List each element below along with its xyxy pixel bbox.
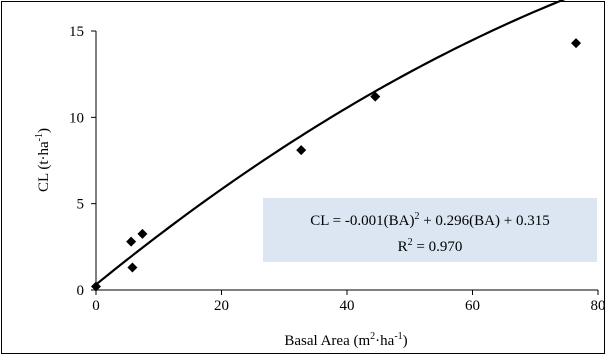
y-tick-label: 10 (69, 110, 84, 126)
x-tick-label: 0 (92, 298, 100, 314)
y-tick-label: 15 (69, 24, 84, 40)
x-tick-label: 60 (465, 298, 480, 314)
data-point (571, 38, 582, 49)
x-axis-title: Basal Area (m2·ha-1) (284, 331, 407, 349)
y-tick-label: 0 (77, 283, 85, 299)
equation-line-2: R2 = 0.970 (398, 237, 463, 255)
equation-box (263, 198, 597, 262)
equation-line-1: CL = -0.001(BA)2 + 0.296(BA) + 0.315 (310, 211, 549, 229)
data-point (296, 145, 307, 156)
x-tick-label: 20 (214, 298, 229, 314)
data-point (137, 228, 148, 239)
x-tick-label: 40 (340, 298, 355, 314)
data-point (127, 262, 138, 273)
data-point (91, 281, 101, 292)
x-tick-label: 80 (591, 298, 606, 314)
data-point (126, 236, 137, 247)
y-tick-label: 5 (77, 197, 85, 213)
trendline (95, 0, 566, 286)
data-point (370, 91, 381, 102)
y-axis-title: CL (t·ha-1) (34, 128, 52, 192)
